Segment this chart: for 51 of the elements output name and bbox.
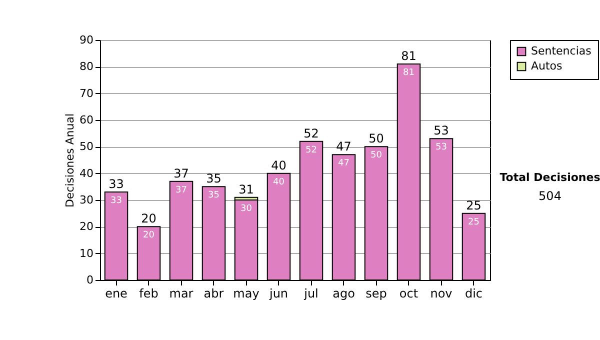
data-label: 40 [273,177,285,188]
y-axis-title: Decisiones Anual [64,113,77,208]
data-label: 25 [468,217,480,228]
x-tick-label: jun [268,286,288,300]
data-label: 52 [306,145,317,156]
total-label: 47 [336,140,352,154]
data-label: 20 [143,230,155,241]
data-label: 81 [403,68,414,78]
y-tick-label: 80 [80,60,94,74]
legend-label: Autos [531,60,563,72]
total-label: 40 [271,158,286,172]
data-label: 37 [176,185,187,196]
data-label: 33 [110,196,122,206]
text: Total Decisiones [500,171,600,184]
x-tick-label: nov [430,286,452,300]
total-label: 53 [434,124,449,138]
y-tick-label: 90 [80,34,94,46]
y-tick-label: 70 [80,86,94,100]
x-tick-label: sep [366,286,387,300]
x-tick-label: abr [204,286,224,300]
x-tick-label: ene [105,286,128,300]
data-label: 53 [436,142,447,153]
total-label: 20 [141,212,156,226]
y-tick-label: 60 [80,114,94,126]
x-tick-label: may [233,286,260,300]
data-label: 35 [208,190,220,201]
x-tick-label: oct [399,286,418,300]
total-label: 25 [466,198,482,212]
total-label: 81 [401,49,416,63]
x-tick-label: dic [464,286,483,300]
total-label: 52 [304,126,319,140]
total-label: 50 [368,132,384,146]
y-tick-label: 20 [80,220,94,234]
x-tick-label: mar [169,286,194,300]
y-tick-label: 50 [80,140,94,154]
x-tick-label: feb [139,286,158,300]
data-label: 30 [240,204,252,214]
x-tick-label: jul [303,286,318,300]
x-tick-label: ago [332,286,355,300]
total-label: 35 [206,172,222,186]
total-label: 37 [174,166,189,180]
data-label: 50 [370,150,382,161]
text: 504 [538,189,562,203]
total-label: 31 [238,182,254,196]
y-tick-label: 30 [80,194,94,206]
data-label: 47 [338,158,350,169]
total-label: 33 [108,177,124,191]
y-tick-label: 40 [80,166,94,180]
legend-label: Sentencias [531,44,592,58]
y-tick-label: 0 [86,274,94,286]
y-tick-label: 10 [80,246,94,260]
